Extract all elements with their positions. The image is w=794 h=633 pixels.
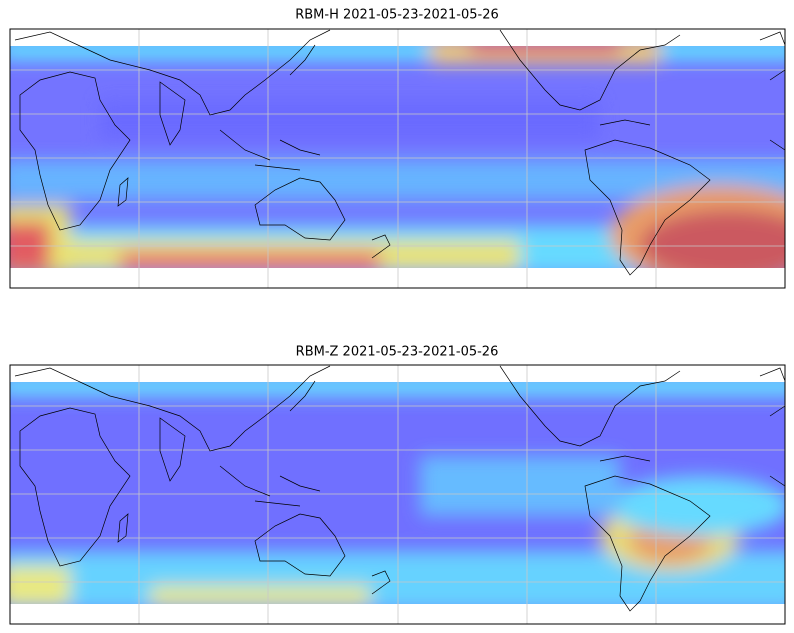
heatmap: [10, 382, 785, 604]
map-frame: [9, 28, 786, 289]
map-title: RBM-H 2021-05-23-2021-05-26: [295, 8, 499, 23]
map-title: RBM-Z 2021-05-23-2021-05-26: [296, 345, 499, 360]
heatmap: [10, 46, 785, 268]
map-frame: [9, 364, 786, 625]
